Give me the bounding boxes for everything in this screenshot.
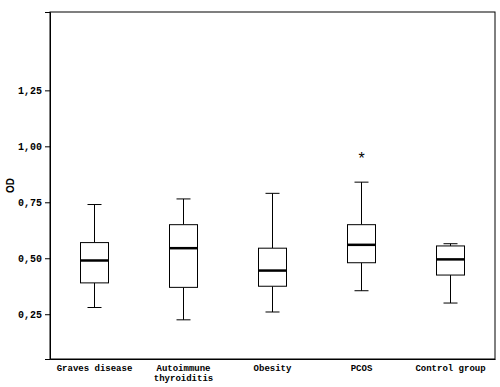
median-line — [81, 259, 109, 262]
x-tick-label: Graves disease — [57, 364, 133, 374]
upper-cap — [177, 198, 191, 199]
lower-whisker — [94, 283, 95, 308]
y-tick-label: 0,25 — [18, 310, 42, 321]
box — [348, 225, 376, 263]
x-tick: Obesity — [254, 364, 292, 374]
y-tick: 1,25 — [18, 86, 50, 97]
box-group — [259, 193, 287, 312]
y-tick: 0,25 — [18, 310, 50, 321]
box-group — [437, 244, 465, 303]
x-tick-label: Autoimmunethyroiditis — [154, 364, 213, 384]
y-tick-label: 0,75 — [18, 198, 42, 209]
y-tick-mark — [45, 258, 50, 259]
y-tick-mark — [45, 314, 50, 315]
upper-cap — [88, 204, 102, 205]
box-group — [81, 205, 109, 308]
y-tick-label: 0,50 — [18, 254, 42, 265]
x-tick: Control group — [415, 364, 485, 374]
lower-whisker — [361, 263, 362, 291]
y-tick: 0,75 — [18, 198, 50, 209]
x-tick: Graves disease — [57, 364, 133, 374]
upper-whisker — [183, 199, 184, 225]
box — [81, 243, 109, 283]
upper-cap — [444, 243, 458, 244]
plot: 0,25 0,50 0,75 1,00 1,25 Graves disease Autoim… — [18, 12, 496, 384]
annotation: * — [358, 150, 364, 167]
chart: 0,25 0,50 0,75 1,00 1,25 Graves disease Autoim… — [0, 0, 500, 387]
upper-whisker — [94, 205, 95, 243]
y-axis: 0,25 0,50 0,75 1,00 1,25 — [18, 13, 51, 360]
y-tick-mark — [45, 90, 50, 91]
box — [437, 246, 465, 275]
x-axis: Graves disease Autoimmunethyroiditis Obesi… — [51, 360, 496, 385]
x-tick-label: Control group — [415, 364, 485, 374]
boxes — [81, 182, 465, 320]
median-line — [437, 258, 465, 261]
y-axis-title: OD — [5, 178, 16, 193]
x-tick: PCOS — [351, 364, 373, 374]
y-axis-line — [45, 13, 51, 360]
lower-cap — [88, 307, 102, 308]
box-group — [170, 199, 198, 320]
box-group — [348, 182, 376, 291]
upper-cap — [355, 182, 369, 183]
lower-cap — [444, 303, 458, 304]
lower-cap — [266, 311, 280, 312]
y-tick: 0,50 — [18, 254, 50, 265]
median-line — [348, 244, 376, 247]
x-tick-label: PCOS — [351, 364, 373, 374]
lower-cap — [355, 290, 369, 291]
y-tick-mark — [45, 202, 50, 203]
upper-whisker — [272, 193, 273, 248]
x-tick: Autoimmunethyroiditis — [154, 364, 213, 384]
median-line — [170, 247, 198, 250]
y-tick-label: 1,25 — [18, 86, 42, 97]
median-line — [259, 269, 287, 272]
y-tick-mark — [45, 146, 50, 147]
plot-frame — [50, 12, 495, 359]
x-axis-line — [51, 359, 496, 360]
y-tick: 1,00 — [18, 142, 50, 153]
box — [259, 248, 287, 286]
lower-whisker — [272, 286, 273, 312]
lower-whisker — [183, 287, 184, 319]
upper-whisker — [361, 182, 362, 225]
lower-whisker — [450, 275, 451, 303]
upper-cap — [266, 193, 280, 194]
box — [170, 225, 198, 288]
y-tick-label: 1,00 — [18, 142, 42, 153]
x-tick-label: Obesity — [254, 364, 292, 374]
lower-cap — [177, 319, 191, 320]
